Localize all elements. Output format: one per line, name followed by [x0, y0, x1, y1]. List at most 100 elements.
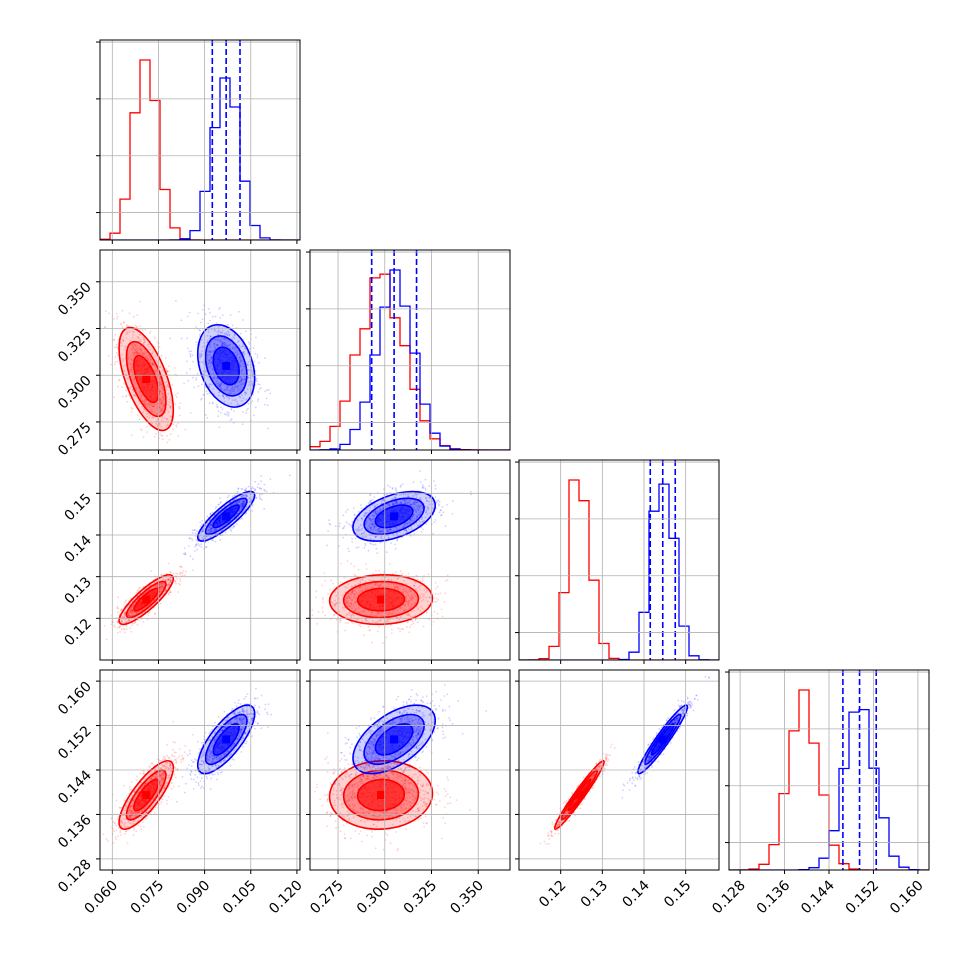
scatter-point	[117, 621, 119, 624]
scatter-point	[169, 591, 172, 594]
scatter-point	[210, 539, 213, 541]
scatter-point	[133, 377, 136, 380]
scatter-point	[164, 589, 167, 592]
scatter-point	[379, 584, 381, 586]
scatter-point	[237, 389, 239, 392]
scatter-point	[163, 403, 166, 406]
scatter-point	[371, 611, 374, 614]
scatter-point	[217, 415, 220, 418]
scatter-point	[236, 385, 239, 387]
scatter-point	[167, 419, 169, 422]
scatter-point	[208, 526, 211, 528]
scatter-point	[139, 610, 141, 613]
scatter-point	[242, 360, 244, 363]
scatter-point	[179, 583, 181, 586]
scatter-point	[167, 586, 169, 589]
scatter-point	[143, 354, 145, 356]
scatter-point	[154, 338, 157, 340]
scatter-point	[425, 497, 428, 500]
scatter-point	[175, 582, 177, 585]
scatter-point	[161, 583, 164, 586]
density-peak	[222, 512, 231, 521]
scatter-point	[392, 610, 394, 612]
scatter-point	[374, 614, 377, 617]
scatter-point	[103, 625, 106, 627]
scatter-point	[113, 346, 116, 349]
scatter-point	[121, 616, 124, 619]
scatter-point	[414, 581, 417, 584]
scatter-point	[148, 355, 151, 358]
scatter-point	[125, 625, 128, 627]
scatter-point	[240, 365, 243, 367]
scatter-point	[218, 339, 220, 342]
scatter-point	[159, 390, 162, 392]
scatter-point	[139, 428, 142, 431]
scatter-point	[153, 405, 155, 408]
scatter-point	[345, 597, 348, 600]
scatter-point	[379, 619, 381, 622]
scatter-point	[340, 562, 342, 565]
scatter-point	[225, 395, 228, 398]
scatter-point	[206, 515, 209, 518]
scatter-point	[150, 410, 152, 413]
scatter-point	[353, 580, 356, 583]
scatter-point	[131, 344, 133, 347]
scatter-point	[353, 609, 356, 612]
scatter-point	[139, 353, 141, 356]
scatter-point	[241, 503, 243, 505]
scatter-point	[104, 310, 107, 313]
scatter-point	[221, 344, 224, 347]
scatter-point	[334, 604, 337, 606]
scatter-point	[131, 352, 134, 355]
scatter-point	[142, 400, 144, 403]
scatter-point	[130, 609, 133, 612]
scatter-point	[206, 416, 209, 419]
scatter-point	[240, 496, 243, 499]
scatter-point	[209, 528, 211, 531]
scatter-point	[146, 406, 149, 408]
scatter-point	[136, 611, 139, 614]
scatter-point	[342, 594, 344, 596]
scatter-point	[212, 388, 214, 390]
scatter-point	[151, 362, 154, 364]
scatter-point	[386, 528, 389, 531]
scatter-point	[139, 325, 141, 328]
scatter-point	[409, 605, 412, 608]
scatter-point	[446, 579, 449, 581]
scatter-point	[197, 385, 200, 388]
scatter-point	[143, 404, 146, 406]
scatter-point	[378, 528, 381, 530]
scatter-point	[170, 399, 173, 402]
scatter-point	[131, 614, 133, 617]
scatter-point	[139, 345, 142, 348]
scatter-point	[338, 522, 341, 525]
scatter-point	[147, 354, 149, 357]
scatter-point	[405, 590, 408, 593]
scatter-point	[394, 587, 396, 589]
scatter-point	[160, 407, 163, 410]
scatter-point	[127, 614, 130, 617]
scatter-point	[232, 502, 235, 505]
scatter-point	[195, 543, 198, 545]
scatter-point	[191, 354, 194, 357]
scatter-point	[251, 383, 254, 386]
histogram-step	[100, 77, 300, 240]
scatter-point	[151, 352, 154, 355]
scatter-point	[229, 392, 232, 395]
scatter-point	[197, 312, 199, 315]
scatter-point	[243, 494, 245, 497]
scatter-point	[209, 383, 212, 385]
scatter-point	[158, 422, 161, 425]
scatter-point	[219, 317, 222, 319]
scatter-point	[147, 357, 149, 360]
scatter-point	[210, 526, 212, 529]
scatter-point	[404, 600, 407, 602]
scatter-point	[161, 407, 163, 410]
scatter-point	[160, 403, 163, 405]
scatter-point	[233, 333, 236, 336]
scatter-point	[419, 505, 422, 508]
scatter-point	[235, 386, 238, 388]
scatter-point	[138, 352, 141, 355]
scatter-point	[396, 609, 399, 612]
scatter-point	[159, 586, 162, 589]
